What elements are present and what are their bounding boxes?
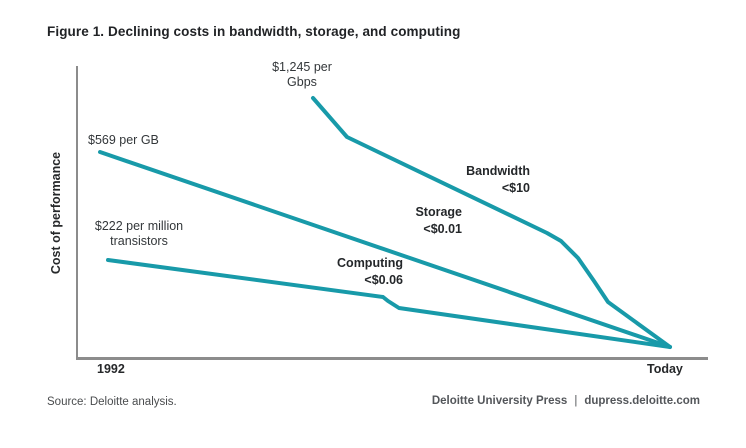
footer-publisher: Deloitte University Press (431, 395, 568, 407)
computing-start-annotation: $222 per million transistors (94, 219, 184, 248)
storage-start-annotation: $569 per GB (88, 133, 159, 147)
footer-credit: Deloitte University Press | dupress.deloit… (432, 395, 700, 407)
y-axis-title: Cost of performance (49, 151, 63, 275)
storage-series-label: Storage <$0.01 (415, 205, 462, 236)
source-note: Source: Deloitte analysis. (47, 396, 177, 408)
computing-series-label: Computing <$0.06 (337, 256, 403, 287)
x-tick-1992: 1992 (97, 362, 125, 376)
series-lines (98, 96, 672, 349)
figure-title: Figure 1. Declining costs in bandwidth, … (47, 24, 461, 39)
bandwidth-start-annotation: $1,245 per Gbps (272, 60, 332, 89)
storage-line (98, 150, 672, 349)
computing-line (106, 258, 672, 349)
bandwidth-line (311, 96, 672, 349)
footer-separator: | (574, 395, 578, 407)
footer-site: dupress.deloitte.com (584, 395, 700, 407)
x-tick-today: Today (647, 362, 683, 376)
bandwidth-series-label: Bandwidth <$10 (466, 164, 530, 195)
